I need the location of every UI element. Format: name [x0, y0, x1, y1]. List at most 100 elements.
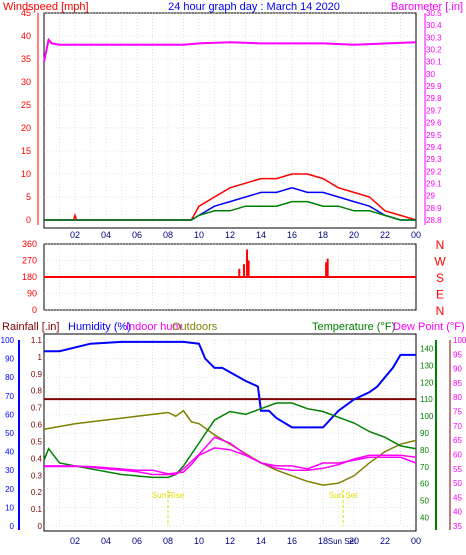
humidity-y-tick-label: 80 [5, 373, 14, 382]
wind-y-tick-label: 20 [21, 123, 31, 133]
dewpoint-line [44, 436, 417, 476]
x-tick-label: 12 [225, 230, 235, 240]
temp-f-y-tick-label: 50 [420, 497, 429, 506]
wind-y-tick-label: 30 [21, 77, 31, 87]
x-tick-label: 12 [225, 536, 235, 546]
baro-y-tick-label: 30 [426, 70, 435, 79]
x-tick-label: 16 [287, 230, 297, 240]
sunrise-label: Sun Rise [152, 491, 185, 500]
temp-y-tick-label: 50 [453, 479, 462, 488]
humidity-y-tick-label: 70 [5, 392, 14, 401]
humidity-legend: Humidity (%) [68, 321, 131, 333]
direction-y-tick-label: 180 [22, 272, 37, 282]
series-avg [44, 200, 416, 221]
chart-title: 24 hour graph day : March 14 2020 [168, 1, 340, 13]
temp-f-y-tick-label: 100 [420, 412, 434, 421]
baro-y-tick-label: 28.9 [426, 204, 442, 213]
baro-y-tick-label: 29.4 [426, 143, 442, 152]
series-speed [44, 187, 416, 221]
temp-f-y-tick-label: 40 [420, 514, 429, 523]
compass-label: S [436, 271, 444, 285]
humidity-y-tick-label: 50 [5, 429, 14, 438]
x-tick-label: 06 [132, 536, 142, 546]
windspeed-axis-label: Windspeed [mph] [3, 1, 89, 13]
baro-y-tick-label: 29.9 [426, 82, 442, 91]
rain-y-tick-label: 0.6 [31, 421, 43, 430]
baro-y-tick-label: 29.6 [426, 119, 442, 128]
compass-label: W [434, 255, 446, 269]
x-tick-label: 02 [70, 230, 80, 240]
rain-y-tick-label: 0.8 [31, 387, 43, 396]
humidity-y-tick-label: 0 [10, 522, 15, 531]
temp-f-y-tick-label: 90 [420, 429, 429, 438]
baro-y-tick-label: 28.8 [426, 216, 442, 225]
humidity-y-tick-label: 30 [5, 466, 14, 475]
direction-y-tick-label: 360 [22, 239, 37, 249]
x-tick-label: 10 [194, 230, 204, 240]
temp-y-tick-label: 40 [453, 508, 462, 517]
x-tick-label: 08 [163, 230, 173, 240]
x-tick-label: 14 [256, 536, 266, 546]
baro-y-tick-label: 30.1 [426, 58, 442, 67]
wind-y-tick-label: 0 [26, 215, 31, 225]
humidity-y-tick-label: 100 [1, 336, 15, 345]
x-tick-label: 06 [132, 230, 142, 240]
rain-y-tick-label: 0.3 [31, 471, 43, 480]
baro-y-tick-label: 29.1 [426, 179, 442, 188]
wind-y-tick-label: 40 [21, 31, 31, 41]
x-tick-label: 04 [101, 536, 111, 546]
humidity-line [44, 340, 416, 429]
x-tick-label: 20 [349, 230, 359, 240]
temp-y-tick-label: 80 [453, 393, 462, 402]
wind-y-tick-label: 35 [21, 54, 31, 64]
baro-y-tick-label: 29.2 [426, 167, 442, 176]
temp-y-tick-label: 55 [453, 465, 462, 474]
temp-y-tick-label: 60 [453, 450, 462, 459]
temp-f-y-tick-label: 120 [420, 378, 434, 387]
temp-y-tick-label: 90 [453, 365, 462, 374]
temp-f-y-tick-label: 80 [420, 446, 429, 455]
wind-y-tick-label: 15 [21, 146, 31, 156]
x-tick-label: 18 [318, 536, 328, 546]
baro-y-tick-label: 29 [426, 192, 435, 201]
x-tick-label: 20 [349, 536, 359, 546]
x-tick-label: 04 [101, 230, 111, 240]
outdoor-humidity-legend: Outdoors [172, 321, 218, 333]
temp-y-tick-label: 70 [453, 422, 462, 431]
compass-label: N [436, 304, 445, 318]
baro-y-tick-label: 30.5 [426, 9, 442, 18]
rain-y-tick-label: 0.4 [31, 454, 43, 463]
x-tick-label: 02 [70, 536, 80, 546]
humidity-y-tick-label: 90 [5, 355, 14, 364]
baro-y-tick-label: 30.2 [426, 46, 442, 55]
baro-y-tick-label: 30.4 [426, 21, 442, 30]
x-tick-label: 16 [287, 536, 297, 546]
humidity-y-tick-label: 10 [5, 503, 14, 512]
baro-y-tick-label: 29.3 [426, 155, 442, 164]
x-tick-label: 00 [411, 230, 421, 240]
baro-y-tick-label: 29.8 [426, 94, 442, 103]
humidity-y-tick-label: 20 [5, 485, 14, 494]
temp-y-tick-label: 75 [453, 408, 462, 417]
rain-y-tick-label: 0.7 [31, 404, 43, 413]
temp-f-y-tick-label: 70 [420, 463, 429, 472]
baro-y-tick-label: 29.7 [426, 106, 442, 115]
climate-panel [43, 333, 417, 532]
dewpoint-legend: Dew Point (°F) [393, 321, 465, 333]
x-tick-label: 00 [411, 536, 421, 546]
temp-y-tick-label: 85 [453, 379, 462, 388]
rain-y-tick-label: 0.1 [31, 505, 43, 514]
temp-y-tick-label: 100 [453, 336, 466, 345]
direction-y-tick-label: 270 [22, 256, 37, 266]
humidity-y-tick-label: 60 [5, 410, 14, 419]
x-tick-label: 22 [380, 230, 390, 240]
direction-y-tick-label: 90 [27, 289, 37, 299]
midnight-sun-label: Sun Set [328, 537, 357, 546]
sunset-label: Sun Set [329, 491, 358, 500]
temp-f-y-tick-label: 140 [420, 344, 434, 353]
temp-y-tick-label: 65 [453, 436, 462, 445]
temp-y-tick-label: 45 [453, 493, 462, 502]
barometer-axis-label: Barometer [.in] [391, 1, 463, 13]
wind-y-tick-label: 10 [21, 169, 31, 179]
